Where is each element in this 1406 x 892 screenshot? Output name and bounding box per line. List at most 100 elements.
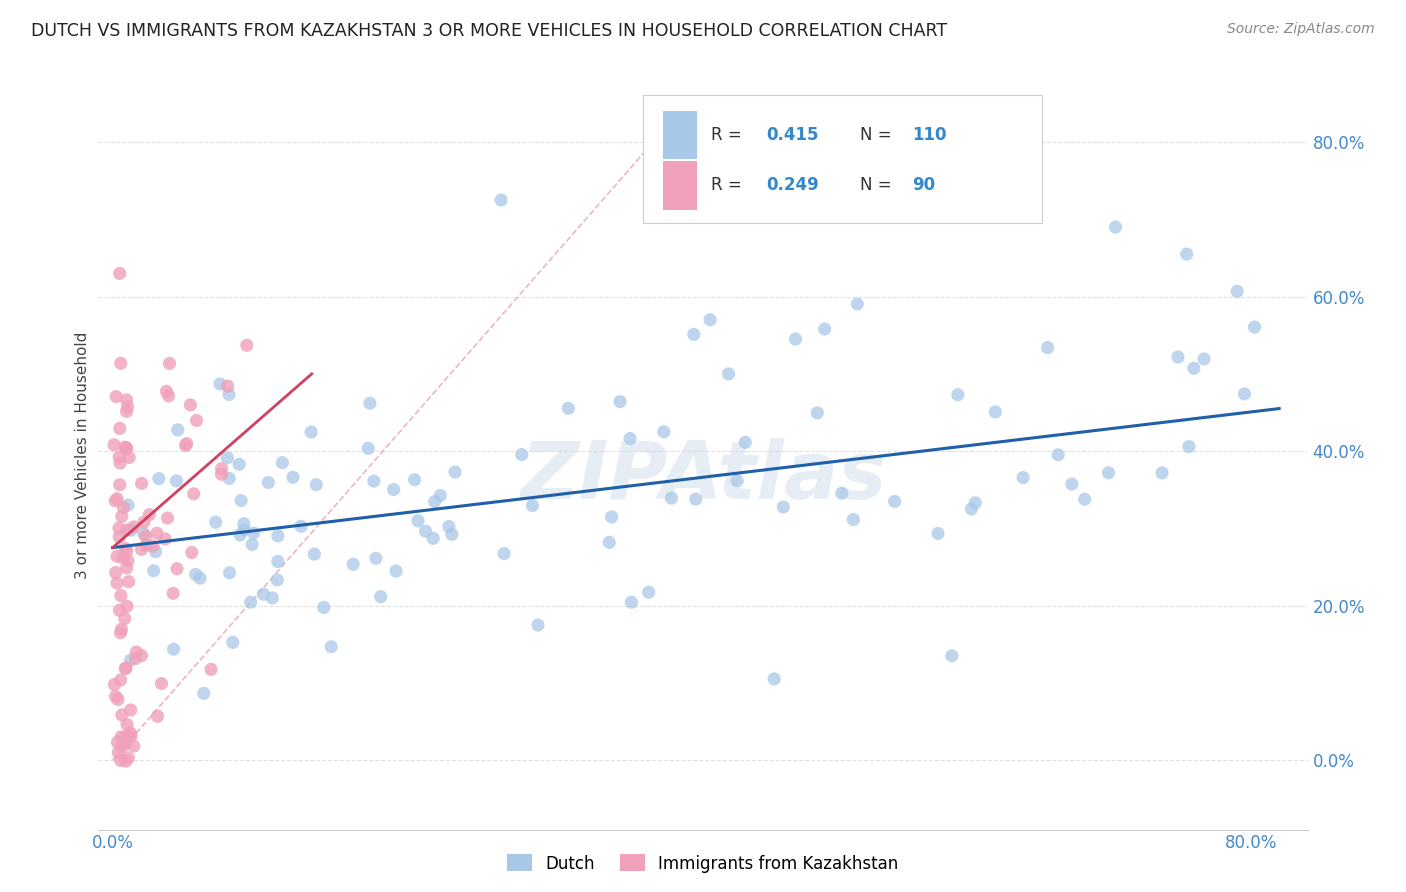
Point xyxy=(115,737,138,751)
Point xyxy=(105,491,128,506)
Point xyxy=(685,492,707,507)
Point xyxy=(117,498,139,512)
Point xyxy=(117,400,139,414)
FancyBboxPatch shape xyxy=(664,111,697,160)
Point xyxy=(229,493,252,508)
Point xyxy=(188,571,211,585)
Point xyxy=(717,367,740,381)
Point xyxy=(117,751,139,765)
Point xyxy=(108,421,131,435)
Point xyxy=(429,488,451,502)
Point xyxy=(609,394,631,409)
Point xyxy=(193,686,215,700)
Point xyxy=(156,511,179,525)
Point xyxy=(110,753,132,767)
Point xyxy=(222,635,245,649)
Point xyxy=(598,535,620,549)
Point xyxy=(946,388,969,402)
Point xyxy=(489,193,512,207)
Text: 110: 110 xyxy=(912,126,946,144)
Point xyxy=(115,544,138,558)
Point xyxy=(114,730,136,744)
Point xyxy=(107,692,129,706)
Point xyxy=(927,526,949,541)
Point xyxy=(110,623,132,637)
Text: R =: R = xyxy=(711,177,748,194)
Point xyxy=(883,494,905,508)
Point xyxy=(115,717,138,731)
Point xyxy=(239,595,262,609)
Point xyxy=(145,544,167,558)
Point xyxy=(1047,448,1070,462)
Point xyxy=(211,467,233,482)
Point xyxy=(115,404,138,418)
Point xyxy=(522,499,544,513)
Point xyxy=(557,401,579,416)
Point xyxy=(115,441,138,455)
Point xyxy=(806,406,828,420)
Point xyxy=(252,587,274,601)
Point xyxy=(103,677,125,691)
Point xyxy=(186,413,208,427)
Point xyxy=(814,322,837,336)
Point xyxy=(183,487,205,501)
Point xyxy=(132,526,155,541)
Point xyxy=(257,475,280,490)
Point xyxy=(415,524,437,539)
Point xyxy=(142,564,165,578)
Point xyxy=(120,703,142,717)
Point xyxy=(494,547,516,561)
Text: 0.249: 0.249 xyxy=(766,177,818,194)
Point xyxy=(305,477,328,491)
Point xyxy=(240,537,263,551)
Point xyxy=(108,266,131,280)
Text: Source: ZipAtlas.com: Source: ZipAtlas.com xyxy=(1227,22,1375,37)
Point xyxy=(440,527,463,541)
Point xyxy=(984,405,1007,419)
Point xyxy=(165,474,187,488)
Point xyxy=(148,472,170,486)
Point xyxy=(115,523,138,537)
Point xyxy=(965,496,987,510)
Point xyxy=(652,425,675,439)
Point xyxy=(267,529,290,543)
Point xyxy=(1012,470,1035,484)
Point xyxy=(114,611,136,625)
Point xyxy=(342,558,364,572)
Point xyxy=(382,483,405,497)
Point xyxy=(159,356,181,370)
Point xyxy=(1243,320,1265,334)
Point xyxy=(115,599,138,614)
Point xyxy=(211,461,233,475)
Point xyxy=(162,642,184,657)
Point xyxy=(359,396,381,410)
Point xyxy=(132,515,155,529)
Point xyxy=(174,439,197,453)
Point xyxy=(1150,466,1173,480)
Point xyxy=(763,672,786,686)
Point xyxy=(104,493,127,508)
FancyBboxPatch shape xyxy=(664,161,697,210)
Point xyxy=(115,561,138,575)
Text: DUTCH VS IMMIGRANTS FROM KAZAKHSTAN 3 OR MORE VEHICLES IN HOUSEHOLD CORRELATION : DUTCH VS IMMIGRANTS FROM KAZAKHSTAN 3 OR… xyxy=(31,22,948,40)
Point xyxy=(166,423,188,437)
Point xyxy=(357,442,380,456)
Point xyxy=(200,662,222,676)
Point xyxy=(1060,477,1083,491)
Point xyxy=(108,603,131,617)
Point xyxy=(242,526,264,541)
Point xyxy=(157,389,180,403)
Point xyxy=(108,521,131,535)
Point xyxy=(266,573,288,587)
Point xyxy=(364,551,387,566)
Text: N =: N = xyxy=(860,177,897,194)
Point xyxy=(118,574,141,589)
Point xyxy=(111,509,134,524)
Point xyxy=(312,600,335,615)
Point xyxy=(108,450,131,464)
Point xyxy=(115,442,138,456)
Text: 90: 90 xyxy=(912,177,935,194)
Point xyxy=(1233,387,1256,401)
Point xyxy=(146,526,169,541)
Point xyxy=(111,708,134,723)
